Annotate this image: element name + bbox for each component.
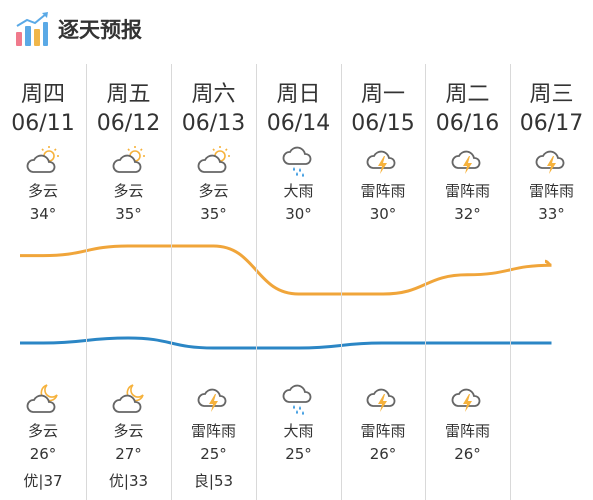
- weekday-label: 周三: [529, 82, 574, 107]
- air-quality-label: 良|53: [193, 472, 234, 490]
- weekday-label: 周五: [106, 82, 151, 107]
- weekday-label: 周二: [445, 82, 490, 107]
- date-label: 06/13: [181, 111, 246, 136]
- partly-cloudy-sun-icon: [111, 144, 147, 178]
- header: 逐天预报: [0, 0, 593, 60]
- date-label: 06/12: [96, 111, 161, 136]
- high-temp: 35°: [200, 205, 227, 223]
- air-quality-label: 优|33: [108, 472, 149, 490]
- day-column: 周六 06/13 多云 35° 雷阵雨 25° 良|53: [171, 64, 256, 500]
- night-condition: 多云: [27, 422, 58, 440]
- high-temp: 30°: [285, 205, 312, 223]
- day-column: 周二 06/16 雷阵雨 32° 雷阵雨 26°: [425, 64, 510, 500]
- column-divider: [425, 64, 426, 500]
- day-condition: 多云: [113, 182, 144, 200]
- bar-chart-logo-icon: [16, 12, 48, 46]
- low-temp: 25°: [200, 445, 227, 463]
- high-temp: 33°: [538, 205, 565, 223]
- night-condition: 雷阵雨: [360, 422, 406, 440]
- column-divider: [341, 64, 342, 500]
- high-temp: 30°: [369, 205, 397, 223]
- partly-cloudy-sun-icon: [25, 144, 61, 178]
- day-condition: 多云: [27, 182, 58, 200]
- forecast-grid: 周四 06/11 多云 34° 多云 26° 优|37 周五 06/12 多云 35° 多云 2…: [0, 64, 593, 500]
- thunderstorm-icon: [365, 382, 401, 416]
- high-temp: 32°: [454, 205, 481, 223]
- weekday-label: 周六: [191, 82, 236, 107]
- page-title: 逐天预报: [58, 18, 142, 42]
- thunderstorm-icon: [534, 144, 570, 178]
- thunderstorm-icon: [196, 382, 232, 416]
- weekday-label: 周一: [360, 82, 405, 107]
- column-divider: [171, 64, 172, 500]
- date-label: 06/17: [519, 111, 584, 136]
- cloudy-moon-icon: [111, 382, 147, 416]
- date-label: 06/14: [266, 111, 331, 136]
- day-condition: 大雨: [283, 182, 314, 200]
- night-condition: 雷阵雨: [444, 422, 490, 440]
- low-temp: 26°: [454, 445, 481, 463]
- air-quality-label: 优|37: [23, 472, 63, 490]
- column-divider: [86, 64, 87, 500]
- date-label: 06/15: [351, 111, 415, 136]
- column-divider: [256, 64, 257, 500]
- night-condition: 雷阵雨: [190, 422, 236, 440]
- partly-cloudy-sun-icon: [196, 144, 232, 178]
- weekday-label: 周日: [276, 82, 321, 107]
- heavy-rain-icon: [281, 382, 317, 416]
- thunderstorm-icon: [365, 144, 401, 178]
- low-temp-line: [20, 336, 552, 350]
- day-condition: 多云: [198, 182, 229, 200]
- day-condition: 雷阵雨: [444, 182, 490, 200]
- high-temp: 34°: [29, 205, 57, 223]
- low-temp: 25°: [285, 445, 312, 463]
- column-divider: [510, 64, 511, 500]
- night-condition: 多云: [113, 422, 144, 440]
- date-label: 06/16: [435, 111, 500, 136]
- night-condition: 大雨: [283, 422, 314, 440]
- day-column: 周日 06/14 大雨 30° 大雨 25°: [256, 64, 341, 500]
- day-condition: 雷阵雨: [528, 182, 574, 200]
- weekday-label: 周四: [20, 82, 65, 107]
- low-temp: 27°: [115, 445, 142, 463]
- day-column: 周四 06/11 多云 34° 多云 26° 优|37: [0, 64, 86, 500]
- day-column: 周一 06/15 雷阵雨 30° 雷阵雨 26°: [341, 64, 425, 500]
- low-temp: 26°: [369, 445, 397, 463]
- high-temp: 35°: [115, 205, 142, 223]
- date-label: 06/11: [11, 111, 75, 136]
- day-column: 周五 06/12 多云 35° 多云 27° 优|33: [86, 64, 171, 500]
- day-column: 周三 06/17 雷阵雨 33°: [510, 64, 593, 500]
- low-temp: 26°: [29, 445, 57, 463]
- thunderstorm-icon: [450, 382, 486, 416]
- cloudy-moon-icon: [25, 382, 61, 416]
- day-condition: 雷阵雨: [360, 182, 406, 200]
- thunderstorm-icon: [450, 144, 486, 178]
- heavy-rain-icon: [281, 144, 317, 178]
